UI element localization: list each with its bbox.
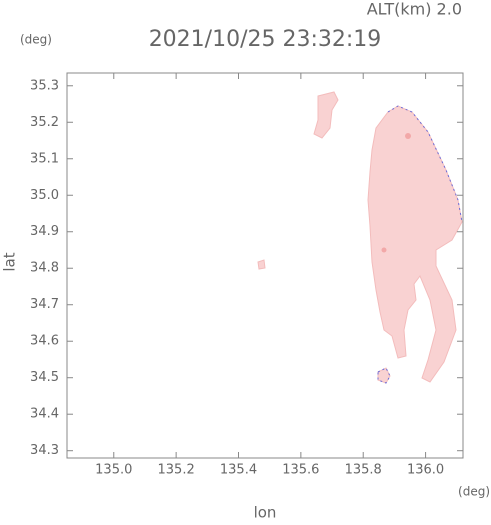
y-tick-label: 34.7 bbox=[30, 297, 59, 312]
echo-area bbox=[257, 91, 463, 384]
altitude-label: ALT(km) 2.0 bbox=[367, 0, 462, 19]
y-tick-label: 34.9 bbox=[30, 224, 59, 239]
y-tick-label: 34.5 bbox=[30, 370, 59, 385]
x-unit: (deg) bbox=[458, 485, 490, 499]
y-tick-label: 35.2 bbox=[30, 115, 59, 130]
y-unit: (deg) bbox=[20, 33, 52, 47]
y-tick-label: 34.3 bbox=[30, 443, 59, 458]
x-tick-label: 135.8 bbox=[345, 463, 382, 478]
chart-title: 2021/10/25 23:32:19 bbox=[149, 27, 382, 52]
y-axis-label: lat bbox=[1, 252, 19, 271]
y-tick-label: 35.1 bbox=[30, 151, 59, 166]
x-tick-label: 135.4 bbox=[220, 463, 257, 478]
y-tick-label: 35.0 bbox=[30, 188, 59, 203]
x-axis-label: lon bbox=[254, 504, 277, 522]
x-tick-label: 136.0 bbox=[407, 463, 444, 478]
x-tick-label: 135.0 bbox=[95, 463, 132, 478]
y-tick-label: 35.3 bbox=[30, 78, 59, 93]
x-tick-label: 135.2 bbox=[158, 463, 195, 478]
x-tick-label: 135.6 bbox=[282, 463, 319, 478]
y-tick-label: 34.8 bbox=[30, 261, 59, 276]
y-tick-label: 34.4 bbox=[30, 407, 59, 422]
y-tick-label: 34.6 bbox=[30, 334, 59, 349]
plot-frame bbox=[66, 72, 464, 459]
